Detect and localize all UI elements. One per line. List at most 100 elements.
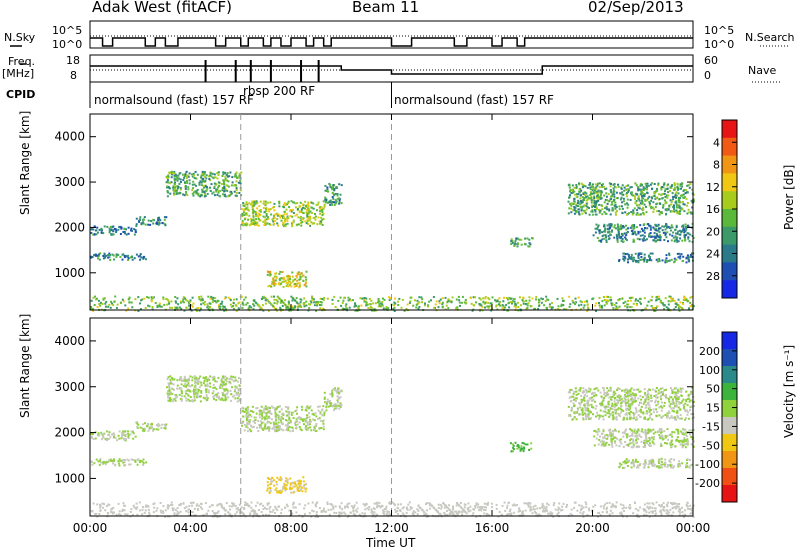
- echo-cell: [642, 208, 645, 211]
- echo-cell: [195, 184, 197, 187]
- echo-cell: [246, 206, 249, 209]
- echo-cell: [621, 191, 624, 194]
- echo-cell: [629, 389, 632, 391]
- echo-cell: [684, 239, 687, 242]
- echo-cell: [382, 307, 385, 310]
- echo-cell: [668, 259, 671, 262]
- echo-cell: [296, 202, 299, 205]
- echo-cell: [581, 398, 584, 401]
- echo-cell: [280, 299, 283, 302]
- echo-cell: [209, 382, 211, 385]
- echo-cell: [258, 411, 261, 414]
- echo-cell: [523, 446, 525, 449]
- echo-cell: [233, 298, 235, 301]
- echo-cell: [321, 307, 324, 310]
- echo-cell: [629, 299, 632, 302]
- echo-cell: [689, 433, 691, 436]
- echo-cell: [165, 181, 168, 184]
- echo-cell: [616, 408, 619, 411]
- echo-cell: [255, 302, 258, 305]
- echo-cell: [278, 478, 281, 481]
- echo-cell: [202, 174, 205, 177]
- echo-cell: [160, 305, 163, 308]
- echo-cell: [131, 431, 134, 433]
- echo-cell: [168, 383, 170, 386]
- echo-cell: [229, 171, 232, 174]
- echo-cell: [307, 207, 310, 210]
- echo-cell: [438, 300, 441, 303]
- echo-cell: [522, 450, 525, 453]
- echo-cell: [661, 212, 663, 215]
- echo-cell: [187, 380, 190, 383]
- echo-cell: [298, 284, 301, 287]
- echo-cell: [100, 227, 103, 230]
- echo-cell: [600, 193, 602, 196]
- echo-cell: [277, 224, 279, 227]
- echo-cell: [657, 389, 660, 392]
- echo-cell: [586, 401, 589, 404]
- echo-cell: [630, 404, 633, 407]
- echo-cell: [278, 202, 281, 205]
- echo-cell: [593, 204, 596, 207]
- echo-cell: [580, 182, 583, 185]
- echo-cell: [678, 252, 681, 255]
- echo-cell: [686, 184, 689, 187]
- echo-cell: [670, 203, 673, 206]
- echo-cell: [526, 307, 529, 309]
- echo-cell: [420, 296, 423, 299]
- echo-cell: [640, 405, 643, 408]
- echo-cell: [345, 308, 347, 311]
- echo-cell: [517, 306, 520, 309]
- echo-cell: [322, 212, 325, 215]
- echo-cell: [281, 490, 284, 493]
- echo-cell: [118, 458, 121, 461]
- echo-cell: [317, 405, 320, 408]
- echo-cell: [221, 175, 224, 177]
- echo-cell: [308, 219, 311, 222]
- echo-cell: [619, 395, 622, 398]
- echo-cell: [281, 271, 284, 273]
- echo-cell: [660, 409, 663, 412]
- echo-cell: [218, 195, 221, 198]
- echo-cell: [139, 253, 142, 256]
- echo-cell: [144, 307, 147, 309]
- echo-cell: [203, 172, 206, 175]
- colorbar-tick-label: 12: [706, 181, 720, 194]
- echo-cell: [472, 304, 475, 307]
- echo-cell: [205, 174, 208, 177]
- echo-cell: [510, 297, 513, 300]
- echo-cell: [520, 445, 523, 448]
- echo-cell: [597, 389, 600, 392]
- echo-cell: [647, 430, 650, 433]
- echo-cell: [139, 216, 142, 219]
- freq-tick-top: 18: [66, 54, 80, 67]
- echo-cell: [241, 424, 243, 427]
- echo-cell: [517, 445, 520, 448]
- echo-cell: [265, 407, 267, 410]
- echo-cell: [679, 233, 682, 236]
- echo-cell: [671, 409, 674, 412]
- echo-cell: [647, 396, 650, 399]
- echo-cell: [585, 407, 588, 410]
- echo-cell: [654, 240, 657, 243]
- echo-cell: [593, 394, 596, 397]
- echo-cell: [316, 209, 318, 212]
- echo-cell: [109, 436, 112, 439]
- echo-cell: [680, 253, 683, 256]
- echo-cell: [581, 212, 584, 215]
- echo-cell: [295, 275, 298, 277]
- echo-cell: [308, 423, 311, 426]
- echo-cell: [244, 203, 247, 206]
- echo-cell: [575, 211, 578, 214]
- echo-cell: [643, 260, 646, 263]
- echo-cell: [139, 254, 142, 257]
- echo-cell: [643, 256, 646, 259]
- echo-cell: [567, 212, 570, 215]
- echo-cell: [616, 404, 619, 407]
- echo-cell: [139, 258, 141, 261]
- echo-cell: [132, 459, 135, 461]
- echo-cell: [291, 280, 294, 283]
- echo-cell: [368, 303, 371, 306]
- echo-cell: [366, 303, 369, 306]
- echo-cell: [258, 424, 261, 426]
